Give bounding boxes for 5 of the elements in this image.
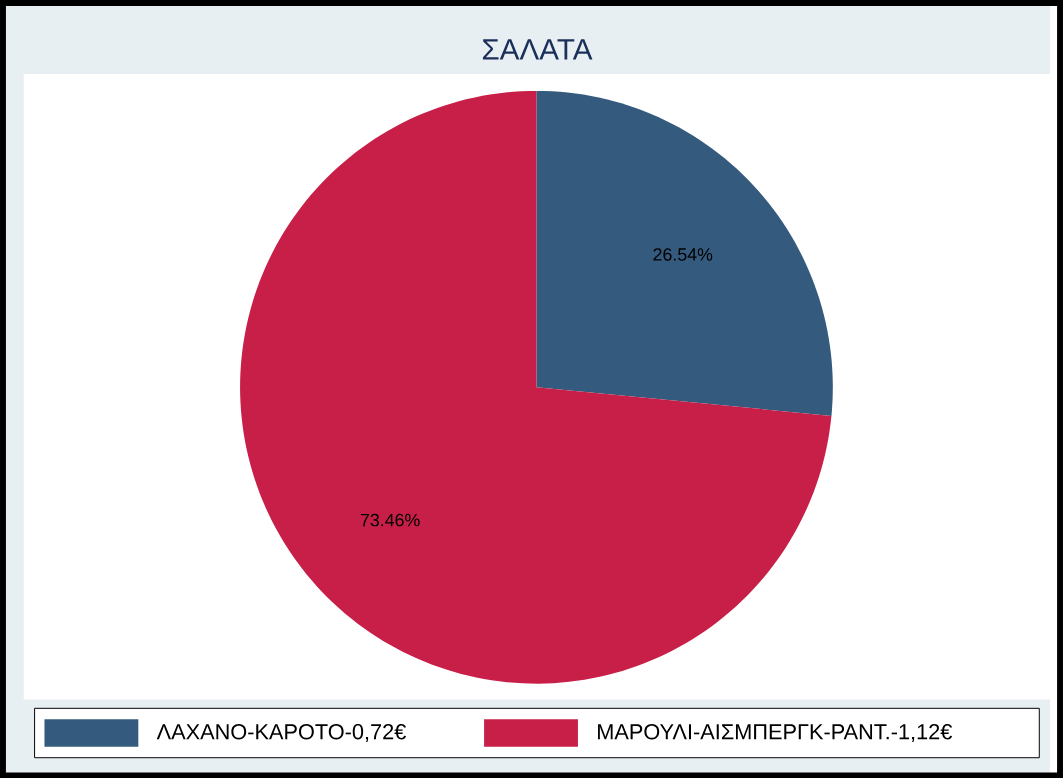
legend-label: ΛΑΧΑΝΟ-ΚΑΡΟΤΟ-0,72€ bbox=[156, 723, 406, 742]
data-label: 26.54% bbox=[653, 247, 713, 261]
data-label: 73.46% bbox=[360, 513, 420, 527]
chart-title: ΣΑΛΑΤΑ bbox=[482, 38, 593, 60]
legend-label: ΜΑΡΟΥΛΙ-ΑΙΣΜΠΕΡΓΚ-ΡΑΝΤ.-1,12€ bbox=[598, 723, 953, 742]
